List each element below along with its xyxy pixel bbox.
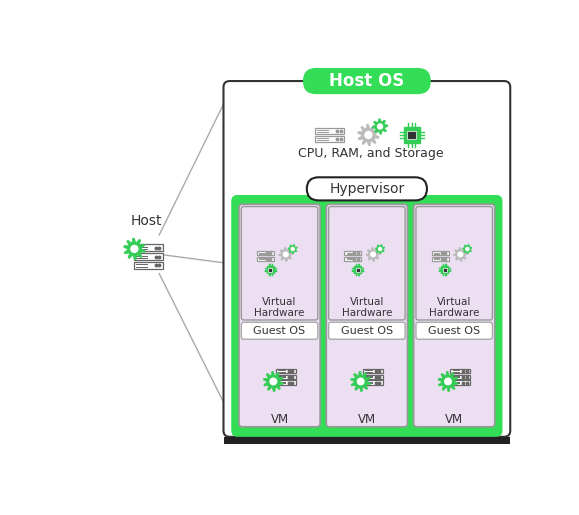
Bar — [363, 375, 383, 379]
Circle shape — [291, 248, 294, 251]
Bar — [267, 266, 274, 273]
Bar — [257, 256, 274, 261]
Circle shape — [371, 252, 375, 256]
Polygon shape — [372, 119, 388, 134]
FancyBboxPatch shape — [416, 322, 492, 339]
Circle shape — [284, 252, 288, 256]
Bar — [134, 253, 163, 260]
Bar — [276, 375, 296, 379]
Polygon shape — [351, 371, 371, 391]
Text: Guest OS: Guest OS — [254, 326, 306, 336]
Bar — [276, 369, 296, 373]
Text: Virtual
Hardware: Virtual Hardware — [254, 297, 305, 318]
Polygon shape — [438, 371, 458, 391]
Polygon shape — [358, 124, 379, 146]
FancyBboxPatch shape — [223, 81, 510, 437]
Text: Guest OS: Guest OS — [428, 326, 480, 336]
Text: VM: VM — [270, 413, 288, 425]
Bar — [432, 251, 449, 255]
FancyBboxPatch shape — [416, 207, 492, 320]
Text: Guest OS: Guest OS — [341, 326, 393, 336]
Circle shape — [365, 131, 372, 139]
FancyBboxPatch shape — [241, 322, 318, 339]
Text: Hypervisor: Hypervisor — [329, 182, 405, 196]
Bar — [134, 262, 163, 269]
Text: VM: VM — [358, 413, 376, 425]
Bar — [450, 375, 471, 379]
Circle shape — [445, 378, 451, 385]
Text: Virtual
Hardware: Virtual Hardware — [342, 297, 392, 318]
Bar — [363, 381, 383, 385]
FancyBboxPatch shape — [239, 204, 320, 427]
Polygon shape — [375, 245, 384, 254]
FancyBboxPatch shape — [307, 177, 427, 200]
FancyBboxPatch shape — [329, 207, 405, 320]
Bar — [257, 251, 274, 255]
Bar — [315, 136, 345, 142]
Bar — [345, 251, 361, 255]
Bar — [432, 256, 449, 261]
FancyBboxPatch shape — [241, 207, 318, 320]
FancyBboxPatch shape — [327, 204, 408, 427]
Circle shape — [379, 248, 382, 251]
FancyBboxPatch shape — [231, 195, 503, 437]
Bar — [315, 128, 345, 134]
FancyBboxPatch shape — [303, 68, 431, 94]
Circle shape — [357, 378, 364, 385]
Bar — [363, 369, 383, 373]
Bar — [345, 256, 361, 261]
Bar — [443, 268, 447, 272]
FancyBboxPatch shape — [329, 322, 405, 339]
Polygon shape — [453, 248, 467, 261]
Polygon shape — [366, 248, 380, 261]
FancyBboxPatch shape — [413, 204, 494, 427]
Bar — [223, 437, 510, 444]
Polygon shape — [278, 248, 293, 261]
Text: VM: VM — [445, 413, 463, 425]
Polygon shape — [463, 245, 472, 254]
Text: Host: Host — [130, 214, 162, 228]
Circle shape — [466, 248, 469, 251]
Text: Virtual
Hardware: Virtual Hardware — [429, 297, 479, 318]
Bar — [408, 131, 416, 139]
Text: Host OS: Host OS — [329, 72, 405, 90]
Polygon shape — [263, 371, 283, 391]
Bar — [404, 127, 420, 143]
Bar — [354, 266, 361, 273]
Polygon shape — [288, 245, 297, 254]
Circle shape — [131, 246, 138, 252]
Polygon shape — [124, 238, 145, 260]
Circle shape — [270, 378, 277, 385]
Bar — [450, 381, 471, 385]
Circle shape — [378, 124, 383, 129]
Text: CPU, RAM, and Storage: CPU, RAM, and Storage — [298, 147, 444, 160]
Bar — [450, 369, 471, 373]
Circle shape — [458, 252, 463, 256]
Bar — [441, 266, 448, 273]
Bar — [268, 268, 272, 272]
Bar — [134, 244, 163, 251]
Bar — [356, 268, 360, 272]
Bar — [276, 381, 296, 385]
